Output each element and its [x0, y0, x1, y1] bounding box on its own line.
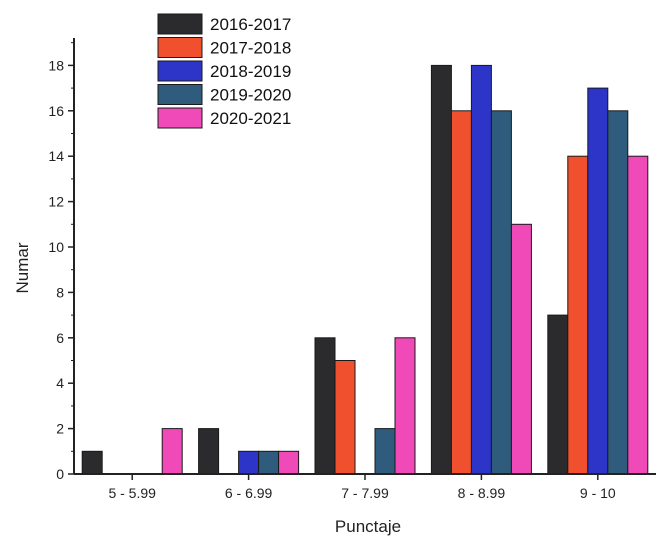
legend-label: 2016-2017: [210, 15, 291, 34]
legend-label: 2019-2020: [210, 86, 291, 105]
bar: [510, 223, 532, 475]
legend-swatch: [157, 107, 203, 129]
y-tick-label: 4: [56, 375, 64, 391]
bar: [587, 87, 609, 475]
bar: [374, 428, 396, 475]
bar: [607, 110, 629, 475]
bar: [314, 337, 336, 475]
legend-swatch: [157, 60, 203, 82]
bar: [547, 314, 569, 475]
x-tick-label: 5 - 5.99: [108, 485, 156, 501]
y-tick-label: 16: [48, 103, 64, 119]
bar: [258, 450, 280, 475]
bar: [334, 360, 356, 475]
y-tick-label: 6: [56, 330, 64, 346]
legend-label: 2018-2019: [210, 62, 291, 81]
bar: [81, 450, 103, 475]
bar: [470, 64, 492, 475]
bar: [278, 450, 300, 475]
x-tick-label: 6 - 6.99: [225, 485, 273, 501]
bar: [198, 428, 220, 475]
y-tick-label: 10: [48, 239, 64, 255]
legend-swatch: [157, 84, 203, 105]
bar: [490, 110, 512, 475]
bar: [450, 110, 472, 475]
bar: [394, 337, 416, 475]
y-tick-label: 0: [56, 466, 64, 482]
x-tick-label: 9 - 10: [580, 485, 616, 501]
bar: [161, 428, 183, 475]
y-ticks: 0 2 4 6 8 10 12 14 16 18: [48, 42, 74, 482]
y-tick-label: 18: [48, 57, 64, 73]
y-tick-label: 14: [48, 148, 64, 164]
x-ticks: 5 - 5.99 6 - 6.99 7 - 7.99 8 - 8.99 9 - 10: [108, 474, 616, 501]
bar: [567, 155, 589, 475]
bar: [627, 155, 649, 475]
y-tick-label: 12: [48, 194, 64, 210]
y-tick-label: 2: [56, 421, 64, 437]
x-axis-title: Punctaje: [335, 517, 401, 536]
y-axis-title: Numar: [13, 242, 32, 293]
bar: [238, 450, 260, 475]
bar: [430, 64, 452, 475]
legend-swatch: [157, 13, 203, 35]
x-tick-label: 8 - 8.99: [458, 485, 506, 501]
x-tick-label: 7 - 7.99: [341, 485, 389, 501]
legend-label: 2020-2021: [210, 109, 291, 128]
y-tick-label: 8: [56, 284, 64, 300]
legend-swatch: [157, 37, 203, 58]
legend-label: 2017-2018: [210, 39, 291, 58]
legend: 2016-2017 2017-2018 2018-2019 2019-2020 2020…: [157, 13, 291, 129]
